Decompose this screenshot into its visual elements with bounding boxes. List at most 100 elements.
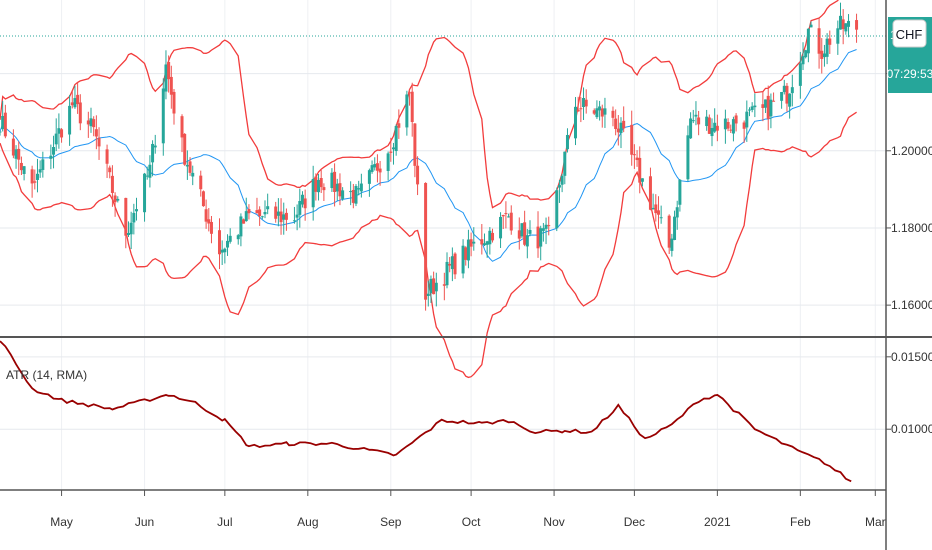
candle-body (790, 87, 794, 94)
x-tick-label: Nov (543, 515, 564, 529)
candle-body (726, 122, 730, 129)
candle-body (357, 188, 361, 190)
candle-body (217, 230, 221, 255)
candle-body (488, 230, 492, 245)
candle-body (442, 284, 446, 286)
candle-body (432, 278, 436, 295)
candle-body (223, 248, 227, 253)
candle-body (164, 64, 168, 92)
candle-body (750, 106, 754, 110)
candle-body (375, 163, 379, 171)
candle-body (640, 178, 644, 182)
candle-body (630, 124, 634, 155)
candle-body (1, 115, 5, 130)
candle-body (126, 232, 130, 235)
candle-body (274, 206, 278, 219)
candle-body (817, 28, 821, 54)
x-tick-label: Feb (790, 515, 811, 529)
candle-body (76, 94, 80, 105)
candle-body (226, 240, 230, 248)
x-tick-label: Sep (380, 515, 402, 529)
upper-band (0, 0, 839, 209)
candle-body (247, 209, 251, 214)
candle-body (424, 182, 428, 300)
candle-body (105, 149, 109, 164)
candle-body (466, 239, 470, 261)
candle-body (110, 175, 114, 193)
candle-body (766, 95, 770, 119)
candle-body (295, 214, 299, 218)
grid (0, 0, 886, 490)
candle-body (228, 235, 232, 242)
candle-body (563, 151, 567, 176)
candle-body (780, 91, 784, 101)
candle-body (255, 210, 259, 214)
candle-body (244, 211, 248, 222)
x-tick-label: Aug (297, 515, 318, 529)
candle-body (89, 118, 93, 127)
candle-body (351, 189, 355, 203)
candle-body (598, 106, 602, 111)
symbol-badge[interactable] (892, 19, 927, 48)
candle-body (266, 206, 270, 210)
candle-body (17, 148, 21, 160)
candle-body (132, 212, 136, 223)
candle-body (135, 209, 139, 212)
candle-body (52, 146, 56, 155)
candle-body (472, 241, 476, 244)
candle-body (560, 175, 564, 185)
candle-body (151, 143, 155, 163)
atr-pane[interactable] (0, 340, 852, 483)
candle-body (180, 116, 184, 138)
atr-indicator-label[interactable]: ATR (14, RMA) (6, 368, 87, 382)
candle-body (638, 157, 642, 183)
candle-body (659, 217, 663, 219)
candle-body (764, 99, 768, 108)
candle-body (124, 197, 128, 236)
candle-body (539, 228, 543, 247)
candle-body (322, 187, 326, 191)
candle-body (330, 172, 334, 189)
candle-body (619, 122, 623, 134)
candle-body (450, 256, 454, 270)
candle-body (239, 216, 243, 237)
candle-body (782, 85, 786, 93)
candle-body (536, 226, 540, 249)
candle-body (338, 183, 342, 197)
candle-body (92, 119, 96, 128)
candle-body (314, 176, 318, 192)
price-pane[interactable] (0, 0, 859, 379)
candle-body (429, 278, 433, 294)
candle-body (434, 282, 438, 292)
candle-body (236, 235, 240, 240)
candle-body (282, 214, 286, 220)
atr-line (0, 340, 852, 483)
candle-body (143, 173, 147, 213)
candle-body (378, 168, 382, 173)
candle-body (448, 263, 452, 266)
candle-body (491, 232, 495, 241)
price-badges: 1 CHF 07:29:53 (887, 17, 932, 93)
candle-body (199, 175, 203, 190)
candle-body (742, 122, 746, 129)
candle-body (804, 50, 808, 58)
candle-body (220, 249, 224, 253)
candle-body (579, 108, 583, 110)
candle-body (188, 161, 192, 173)
candle-body (582, 97, 586, 108)
candle-body (14, 149, 18, 159)
candle-body (405, 94, 409, 128)
candle-body (469, 239, 473, 247)
candle-body (148, 164, 152, 178)
y-tick-label: 1.18000 (891, 221, 932, 235)
candle-body (284, 212, 288, 220)
candle-body (713, 122, 717, 132)
candle-body (209, 221, 213, 234)
candle-body (207, 219, 211, 224)
candle-body (772, 100, 776, 102)
candle-body (167, 61, 171, 80)
candle-body (242, 219, 246, 224)
x-tick-label: Oct (462, 515, 481, 529)
candle-body (68, 105, 72, 135)
